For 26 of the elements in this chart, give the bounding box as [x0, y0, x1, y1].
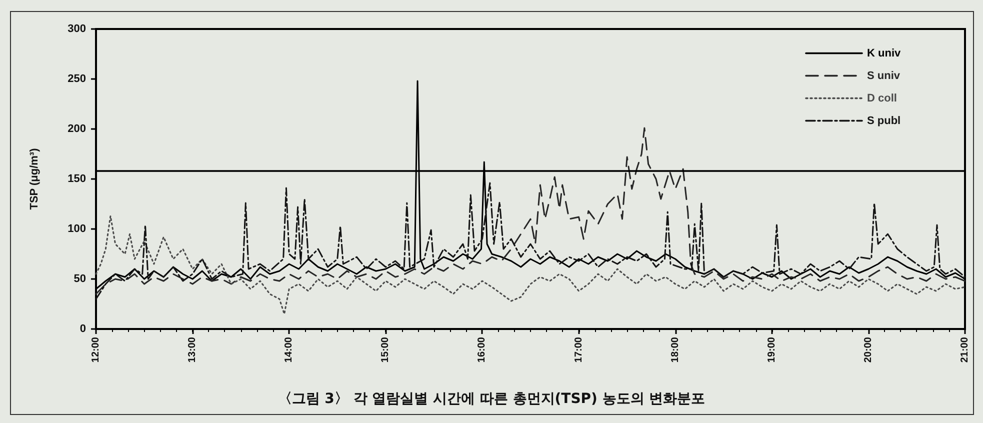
x-tick-label: 18:00: [670, 336, 681, 363]
y-axis-title: TSP (μg/m³): [28, 148, 40, 210]
x-tick-label: 15:00: [380, 336, 392, 363]
y-tick-label: 100: [68, 223, 86, 235]
x-tick-label: 14:00: [284, 336, 295, 363]
y-tick-label: 0: [80, 323, 86, 335]
x-tick-label: 19:00: [766, 336, 778, 363]
text: D coll: [867, 92, 897, 104]
x-tick-label: 13:00: [187, 336, 198, 363]
x-tick-label: 16:00: [476, 336, 488, 363]
x-tick-label: 21:00: [960, 336, 970, 363]
y-tick-label: 200: [68, 123, 86, 135]
x-tick-label: 12:00: [90, 336, 102, 363]
x-tick-label: 17:00: [573, 336, 584, 363]
line-series: [95, 215, 966, 315]
y-tick-label: 250: [68, 73, 86, 85]
text: K univ: [867, 47, 902, 60]
text: S publ: [867, 114, 901, 127]
line-series: [95, 127, 966, 295]
text: 〈그림 3〉 각 열람실별 시간에 따른 총먼지(TSP) 농도의 변화분포: [278, 391, 706, 407]
text: S univ: [867, 70, 901, 82]
x-tick-label: 20:00: [862, 336, 874, 363]
y-tick-label: 150: [68, 173, 86, 185]
line-series: [95, 182, 966, 300]
y-tick-label: 50: [74, 273, 86, 285]
y-tick-label: 300: [68, 23, 86, 35]
